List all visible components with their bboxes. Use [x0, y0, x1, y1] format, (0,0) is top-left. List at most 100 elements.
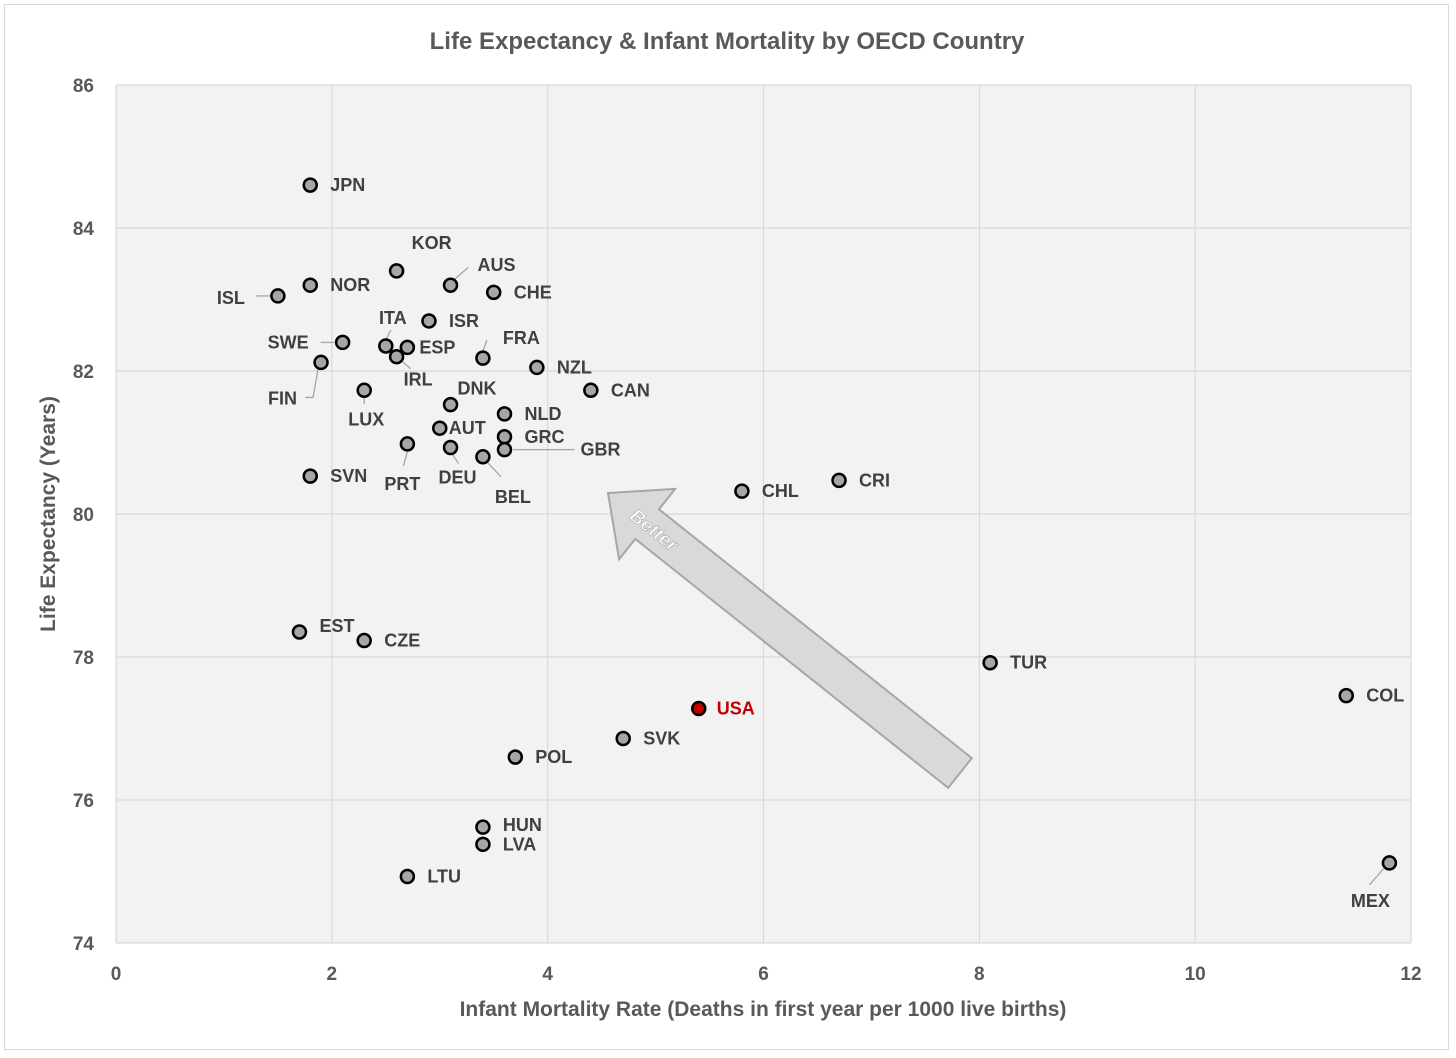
- point-label-tur: TUR: [1010, 653, 1047, 673]
- point-label-che: CHE: [514, 282, 552, 302]
- data-point-can: [583, 382, 599, 399]
- leader-line: [305, 369, 319, 399]
- point-label-cze: CZE: [384, 631, 420, 651]
- point-label-ita: ITA: [379, 308, 407, 328]
- data-point-che: [485, 284, 502, 301]
- point-label-fin: FIN: [268, 388, 297, 408]
- data-point-irl: [388, 348, 405, 365]
- y-tick-label: 80: [73, 505, 94, 526]
- point-label-irl: IRL: [404, 370, 433, 390]
- y-tick-label: 76: [73, 791, 94, 812]
- tick-labels: 0 2 4 6 8 10 12 74 76 78 80 82 84 86: [73, 76, 1422, 985]
- point-label-gbr: GBR: [581, 440, 621, 460]
- data-point-mex: [1381, 855, 1398, 871]
- point-label-ltu: LTU: [427, 867, 461, 887]
- y-tick-label: 86: [73, 76, 94, 97]
- data-point-svn: [302, 468, 318, 484]
- x-tick-label: 4: [542, 964, 553, 985]
- leader-line: [402, 451, 408, 467]
- x-axis-title: Infant Mortality Rate (Deaths in first y…: [460, 998, 1067, 1021]
- data-point-fin: [313, 354, 329, 371]
- point-label-hun: HUN: [503, 815, 542, 835]
- data-point-kor: [388, 263, 405, 279]
- data-point-deu: [442, 439, 459, 456]
- point-label-nor: NOR: [330, 275, 370, 295]
- point-label-isr: ISR: [449, 311, 479, 331]
- data-point-gbr: [496, 441, 513, 458]
- x-tick-label: 0: [111, 964, 122, 985]
- data-point-swe: [334, 334, 351, 351]
- leader-line: [402, 361, 412, 370]
- data-point-svk: [615, 730, 631, 747]
- point-label-aus: AUS: [478, 255, 516, 275]
- data-point-usa: [691, 700, 707, 717]
- leader-line: [454, 266, 469, 280]
- data-point-nor: [302, 277, 318, 293]
- point-label-lux: LUX: [348, 409, 384, 429]
- point-label-svn: SVN: [330, 466, 367, 486]
- point-label-col: COL: [1366, 686, 1404, 706]
- data-point-prt: [399, 436, 416, 452]
- data-point-chl: [734, 483, 750, 499]
- leader-line: [1368, 868, 1384, 886]
- point-label-aut: AUT: [449, 418, 486, 438]
- point-label-jpn: JPN: [330, 175, 365, 195]
- point-label-cri: CRI: [859, 470, 890, 490]
- point-label-pol: POL: [535, 747, 572, 767]
- data-point-nzl: [529, 359, 545, 376]
- point-label-swe: SWE: [268, 332, 309, 352]
- point-label-can: CAN: [611, 380, 650, 400]
- data-point-ita: [378, 338, 394, 354]
- data-point-fra: [475, 350, 491, 366]
- point-label-esp: ESP: [419, 337, 455, 357]
- data-point-cri: [831, 472, 847, 489]
- point-label-nzl: NZL: [557, 357, 592, 377]
- point-label-deu: DEU: [439, 468, 477, 488]
- data-point-esp: [399, 339, 416, 356]
- x-tick-label: 8: [974, 964, 985, 985]
- point-label-chl: CHL: [762, 481, 799, 501]
- chart-title: Life Expectancy & Infant Mortality by OE…: [430, 28, 1025, 55]
- data-point-hun: [475, 819, 491, 835]
- point-label-dnk: DNK: [458, 379, 497, 399]
- data-point-cze: [356, 632, 372, 649]
- y-axis-title: Life Expectancy (Years): [37, 396, 60, 632]
- data-point-grc: [496, 429, 513, 445]
- point-label-usa: USA: [717, 698, 755, 718]
- point-label-nld: NLD: [525, 404, 562, 424]
- x-tick-label: 2: [327, 964, 338, 985]
- y-tick-label: 78: [73, 648, 94, 669]
- data-point-ltu: [399, 868, 416, 885]
- leader-line: [482, 339, 488, 352]
- point-label-lva: LVA: [503, 834, 536, 854]
- point-label-mex: MEX: [1351, 891, 1390, 911]
- data-point-dnk: [442, 396, 459, 413]
- data-point-col: [1338, 687, 1354, 704]
- point-label-kor: KOR: [412, 233, 452, 253]
- y-tick-label: 74: [73, 934, 95, 955]
- y-tick-label: 84: [73, 219, 95, 240]
- point-label-est: EST: [319, 616, 354, 636]
- gridlines: [115, 84, 1412, 944]
- point-label-fra: FRA: [503, 328, 540, 348]
- data-point-aus: [442, 277, 459, 293]
- point-label-prt: PRT: [384, 474, 420, 494]
- data-point-isl: [270, 288, 286, 304]
- point-label-svk: SVK: [643, 729, 680, 749]
- leader-line: [487, 462, 502, 478]
- data-point-bel: [475, 449, 491, 465]
- point-labels: JPN KOR AUS NOR ISL CHE ISR ITA ESP SWE FRA IRL FIN N…: [217, 175, 1404, 911]
- y-tick-label: 82: [73, 362, 94, 383]
- data-point-nld: [496, 406, 513, 422]
- leader-lines: [255, 266, 1384, 886]
- leader-line: [452, 454, 460, 464]
- data-point-lux: [356, 382, 372, 399]
- x-tick-label: 12: [1400, 964, 1421, 985]
- point-label-isl: ISL: [217, 288, 245, 308]
- data-point-aut: [432, 420, 448, 436]
- better-arrow-shape: [606, 487, 974, 790]
- data-point-lva: [475, 836, 491, 853]
- data-point-tur: [982, 654, 998, 671]
- data-point-isr: [421, 313, 437, 329]
